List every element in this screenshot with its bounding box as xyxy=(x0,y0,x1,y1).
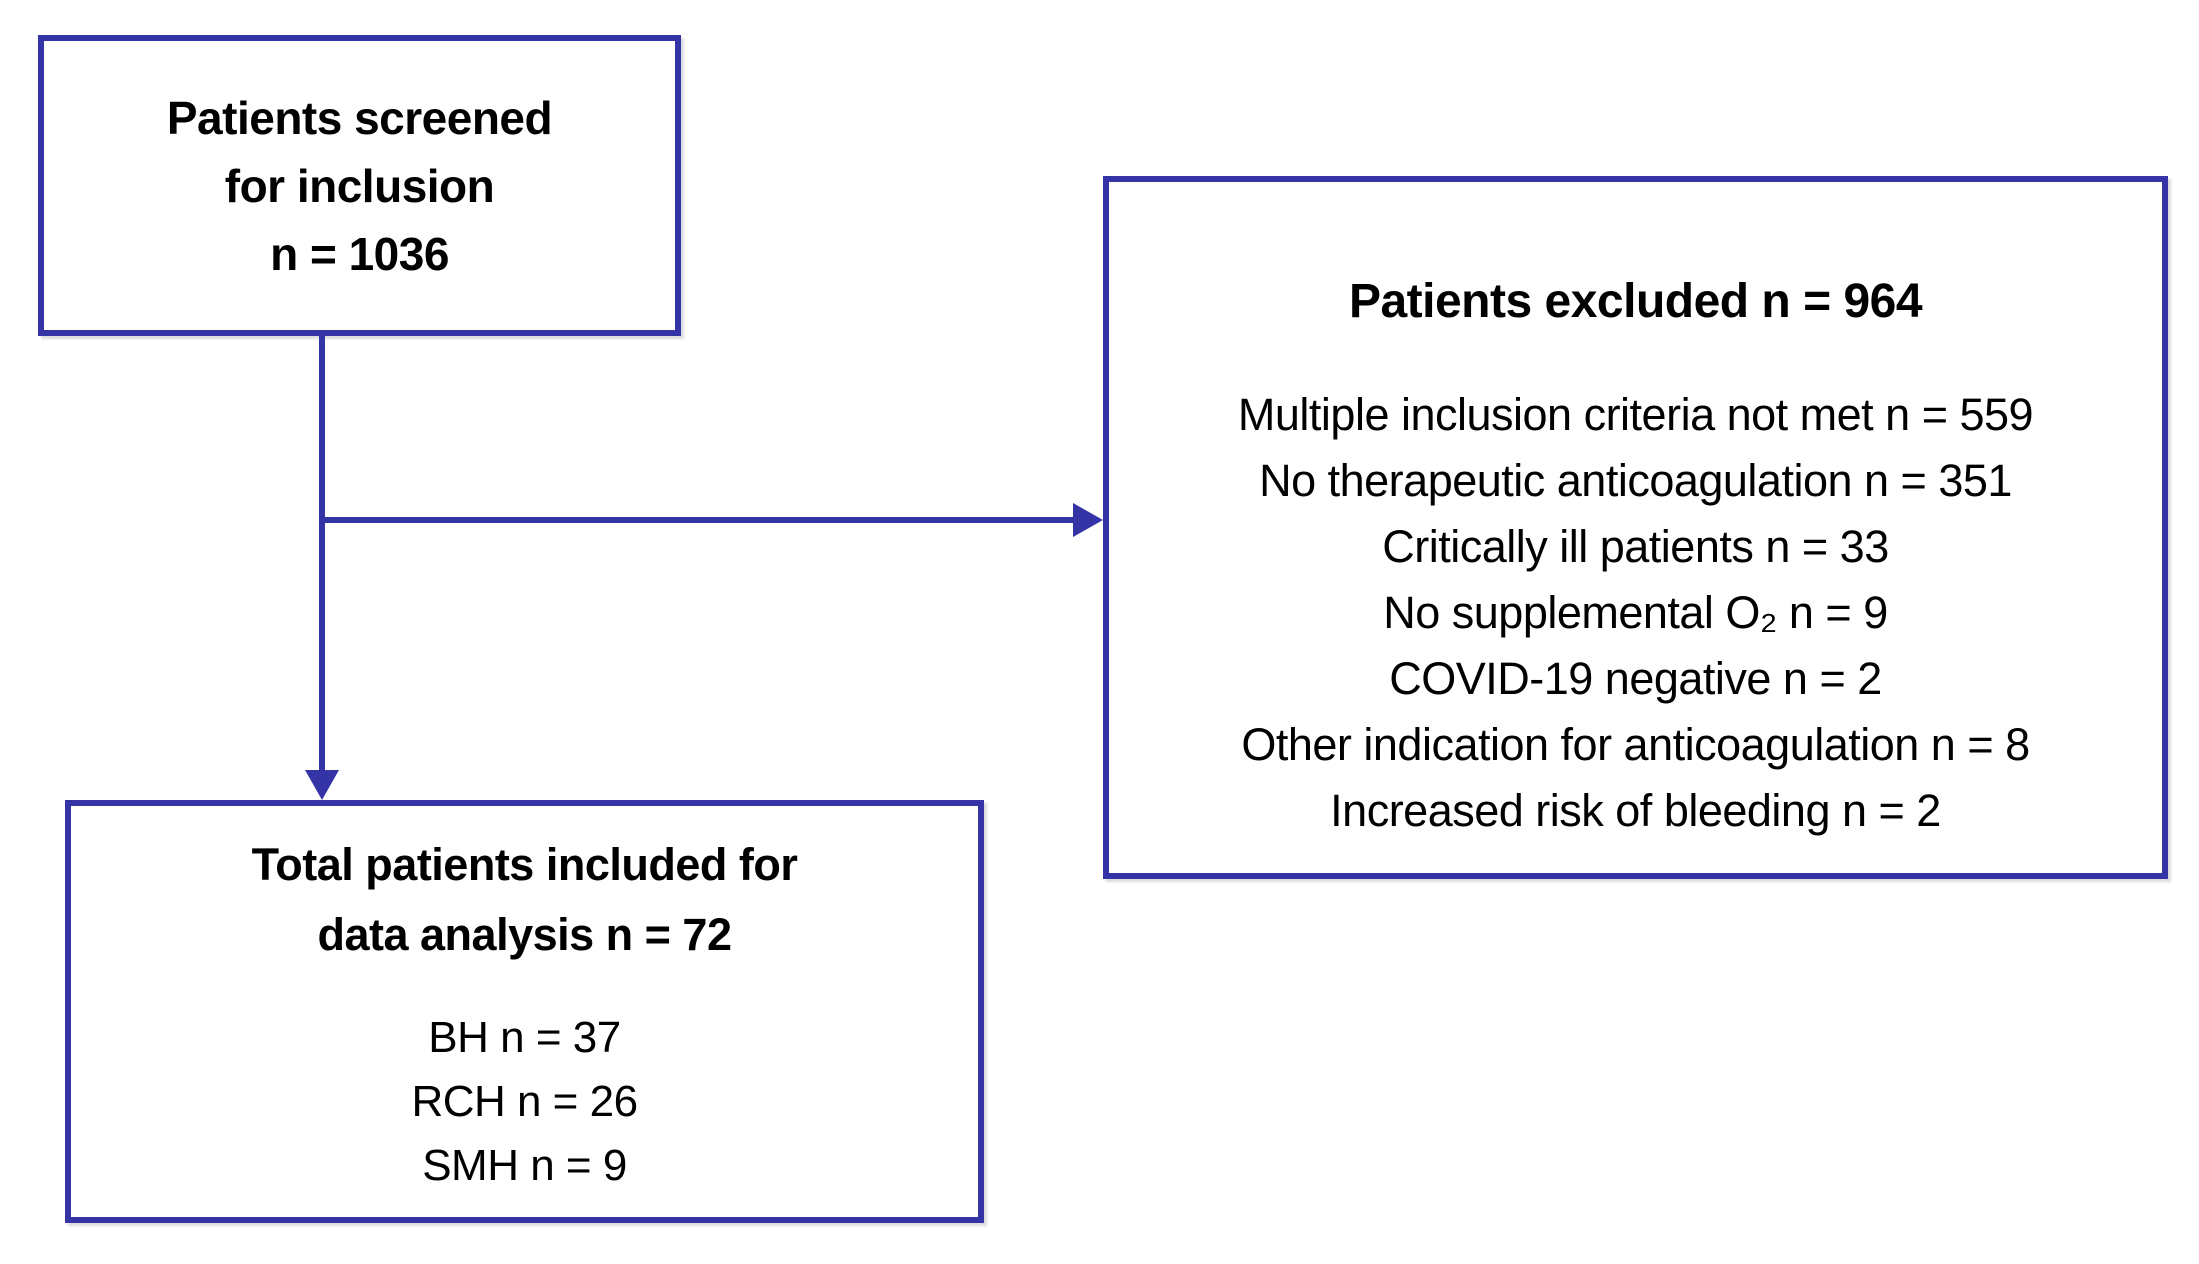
excluded-reasons-list: Multiple inclusion criteria not met n = … xyxy=(1109,382,2162,844)
included-site: RCH n = 26 xyxy=(411,1077,638,1126)
vertical-connector-line xyxy=(319,335,325,772)
included-site: SMH n = 9 xyxy=(422,1141,627,1190)
excluded-reason: No therapeutic anticoagulation n = 351 xyxy=(1259,455,2012,506)
screened-box: Patients screened for inclusion n = 1036 xyxy=(38,35,681,336)
excluded-reason: Critically ill patients n = 33 xyxy=(1382,521,1889,572)
screened-line-2: for inclusion xyxy=(224,159,495,212)
excluded-reason: Multiple inclusion criteria not met n = … xyxy=(1237,389,2034,440)
arrowhead-right-icon xyxy=(1073,503,1103,537)
excluded-reason: No supplemental O₂ n = 9 xyxy=(1383,587,1888,638)
excluded-reason: Other indication for anticoagulation n =… xyxy=(1241,719,2030,770)
horizontal-connector-line xyxy=(319,517,1073,523)
included-title-line-1: Total patients included for xyxy=(251,839,798,890)
arrowhead-down-icon xyxy=(305,770,339,800)
screened-line-1: Patients screened xyxy=(166,91,553,144)
screened-count: n = 1036 xyxy=(270,227,449,280)
excluded-reason: Increased risk of bleeding n = 2 xyxy=(1330,785,1941,836)
included-title-line-2: data analysis n = 72 xyxy=(317,909,732,960)
excluded-title: Patients excluded n = 964 xyxy=(1348,275,1923,328)
excluded-box: Patients excluded n = 964 Multiple inclu… xyxy=(1103,176,2168,879)
included-box: Total patients included for data analysi… xyxy=(65,800,984,1223)
included-site: BH n = 37 xyxy=(428,1013,621,1062)
excluded-reason: COVID-19 negative n = 2 xyxy=(1389,653,1882,704)
included-sites-list: BH n = 37 RCH n = 26 SMH n = 9 xyxy=(71,1006,978,1198)
included-title: Total patients included for data analysi… xyxy=(71,830,978,970)
